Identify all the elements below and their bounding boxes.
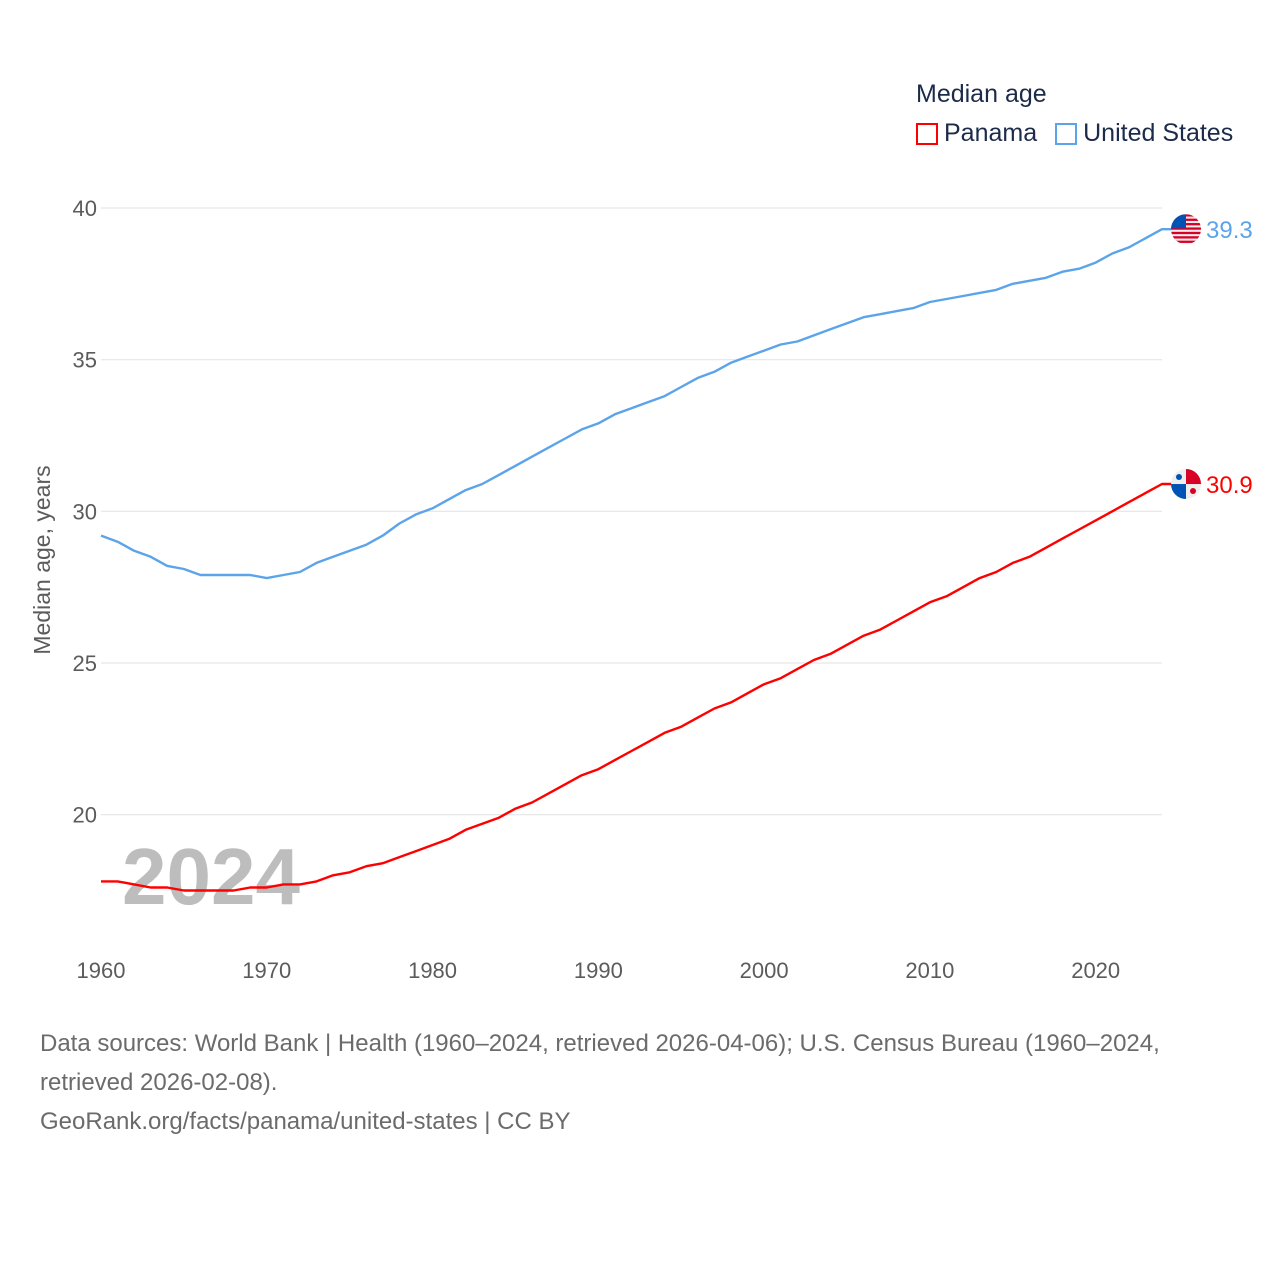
legend: Median age Panama United States bbox=[916, 80, 1233, 148]
x-tick-label: 1990 bbox=[574, 958, 623, 983]
series-lines bbox=[100, 227, 1174, 892]
data-sources: Data sources: World Bank | Health (1960–… bbox=[40, 1030, 1160, 1096]
legend-label-united-states: United States bbox=[1083, 119, 1234, 147]
legend-swatch-united-states bbox=[1055, 122, 1078, 145]
legend-label-panama: Panama bbox=[944, 119, 1038, 147]
year-watermark: 2024 bbox=[122, 832, 300, 921]
y-axis-label: Median age, years bbox=[29, 465, 55, 654]
x-axis-ticks: 1960 1970 1980 1990 2000 2010 2020 bbox=[77, 958, 1121, 983]
legend-title: Median age bbox=[916, 80, 1047, 108]
us-flag-icon bbox=[1171, 214, 1201, 245]
y-tick-label: 40 bbox=[73, 196, 97, 221]
end-markers: 30.9 39.3 bbox=[1171, 214, 1253, 500]
gridlines bbox=[101, 207, 1162, 816]
legend-item-panama[interactable]: Panama bbox=[916, 119, 1037, 148]
x-tick-label: 1980 bbox=[408, 958, 457, 983]
legend-swatch-panama bbox=[916, 122, 938, 145]
y-tick-label: 25 bbox=[73, 651, 97, 676]
x-tick-label: 2010 bbox=[905, 958, 954, 983]
x-tick-label: 2020 bbox=[1071, 958, 1120, 983]
y-axis-ticks: 20 25 30 35 40 bbox=[73, 196, 97, 828]
y-tick-label: 30 bbox=[73, 499, 97, 524]
panama-flag-icon bbox=[1171, 469, 1201, 500]
footer: Data sources: World Bank | Health (1960–… bbox=[40, 1024, 1250, 1141]
series-line-panama bbox=[101, 482, 1174, 892]
series-line-united-states bbox=[100, 227, 1174, 580]
y-tick-label: 35 bbox=[73, 348, 97, 373]
credit-link[interactable]: GeoRank.org/facts/panama/united-states |… bbox=[40, 1108, 571, 1135]
end-label-united-states: 39.3 bbox=[1206, 217, 1253, 244]
x-tick-label: 2000 bbox=[740, 958, 789, 983]
x-tick-label: 1960 bbox=[77, 958, 126, 983]
end-label-panama: 30.9 bbox=[1206, 472, 1253, 499]
legend-item-united-states[interactable]: United States bbox=[1055, 119, 1233, 148]
x-tick-label: 1970 bbox=[242, 958, 291, 983]
y-tick-label: 20 bbox=[73, 803, 97, 828]
